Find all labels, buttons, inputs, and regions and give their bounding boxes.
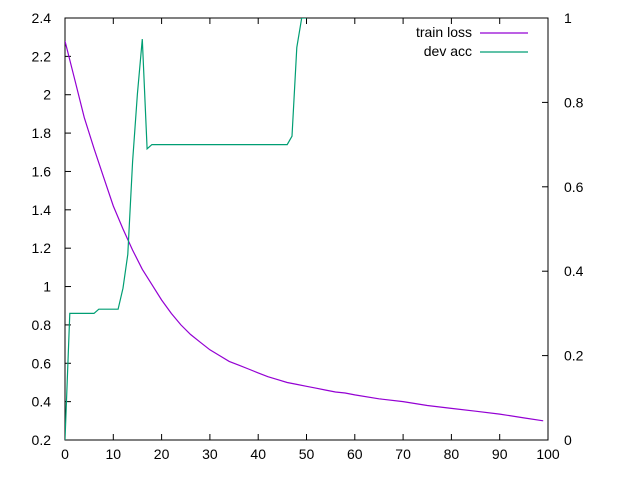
x-axis: 0 10 20 30 40 50 60 70 80 90 100 [61,18,560,462]
y2-tick-label: 0.4 [564,263,584,279]
x-tick-label: 10 [106,446,122,462]
y-axis-left: 0.2 0.4 0.6 0.8 1 1.2 1.4 1.6 1.8 2 2.2 2.4 [32,10,71,448]
series-line-train-loss [65,40,544,422]
y-tick-label: 0.8 [32,317,52,333]
series-layer [65,18,544,440]
y-tick-label: 1.8 [32,125,52,141]
y-tick-label: 0.6 [32,355,52,371]
y2-tick-label: 0.2 [564,348,584,364]
y2-tick-label: 0.6 [564,179,584,195]
y2-tick-label: 1 [564,10,572,26]
y-tick-label: 2 [43,87,51,103]
legend-label-train-loss: train loss [416,24,472,40]
x-tick-label: 90 [492,446,508,462]
y-tick-label: 1.4 [32,202,52,218]
x-tick-label: 70 [395,446,411,462]
x-tick-label: 80 [444,446,460,462]
y2-tick-label: 0.8 [564,94,584,110]
y-tick-label: 1.2 [32,240,52,256]
y-tick-label: 1 [43,279,51,295]
y-tick-label: 1.6 [32,163,52,179]
y-tick-label: 0.4 [32,394,52,410]
legend-label-dev-acc: dev acc [424,43,472,59]
x-tick-label: 60 [347,446,363,462]
x-tick-label: 50 [299,446,315,462]
y-tick-label: 2.4 [32,10,52,26]
y2-tick-label: 0 [564,432,572,448]
x-tick-label: 40 [250,446,266,462]
legend: train loss dev acc [416,24,528,59]
series-line-dev-acc [65,18,307,440]
x-tick-label: 100 [536,446,560,462]
y-axis-right: 0 0.2 0.4 0.6 0.8 1 [542,10,584,448]
x-tick-label: 0 [61,446,69,462]
y-tick-label: 0.2 [32,432,52,448]
plot-area-border [64,17,549,441]
x-tick-label: 30 [202,446,218,462]
plot-frame [64,17,549,441]
y-tick-label: 2.2 [32,48,52,64]
x-tick-label: 20 [154,446,170,462]
